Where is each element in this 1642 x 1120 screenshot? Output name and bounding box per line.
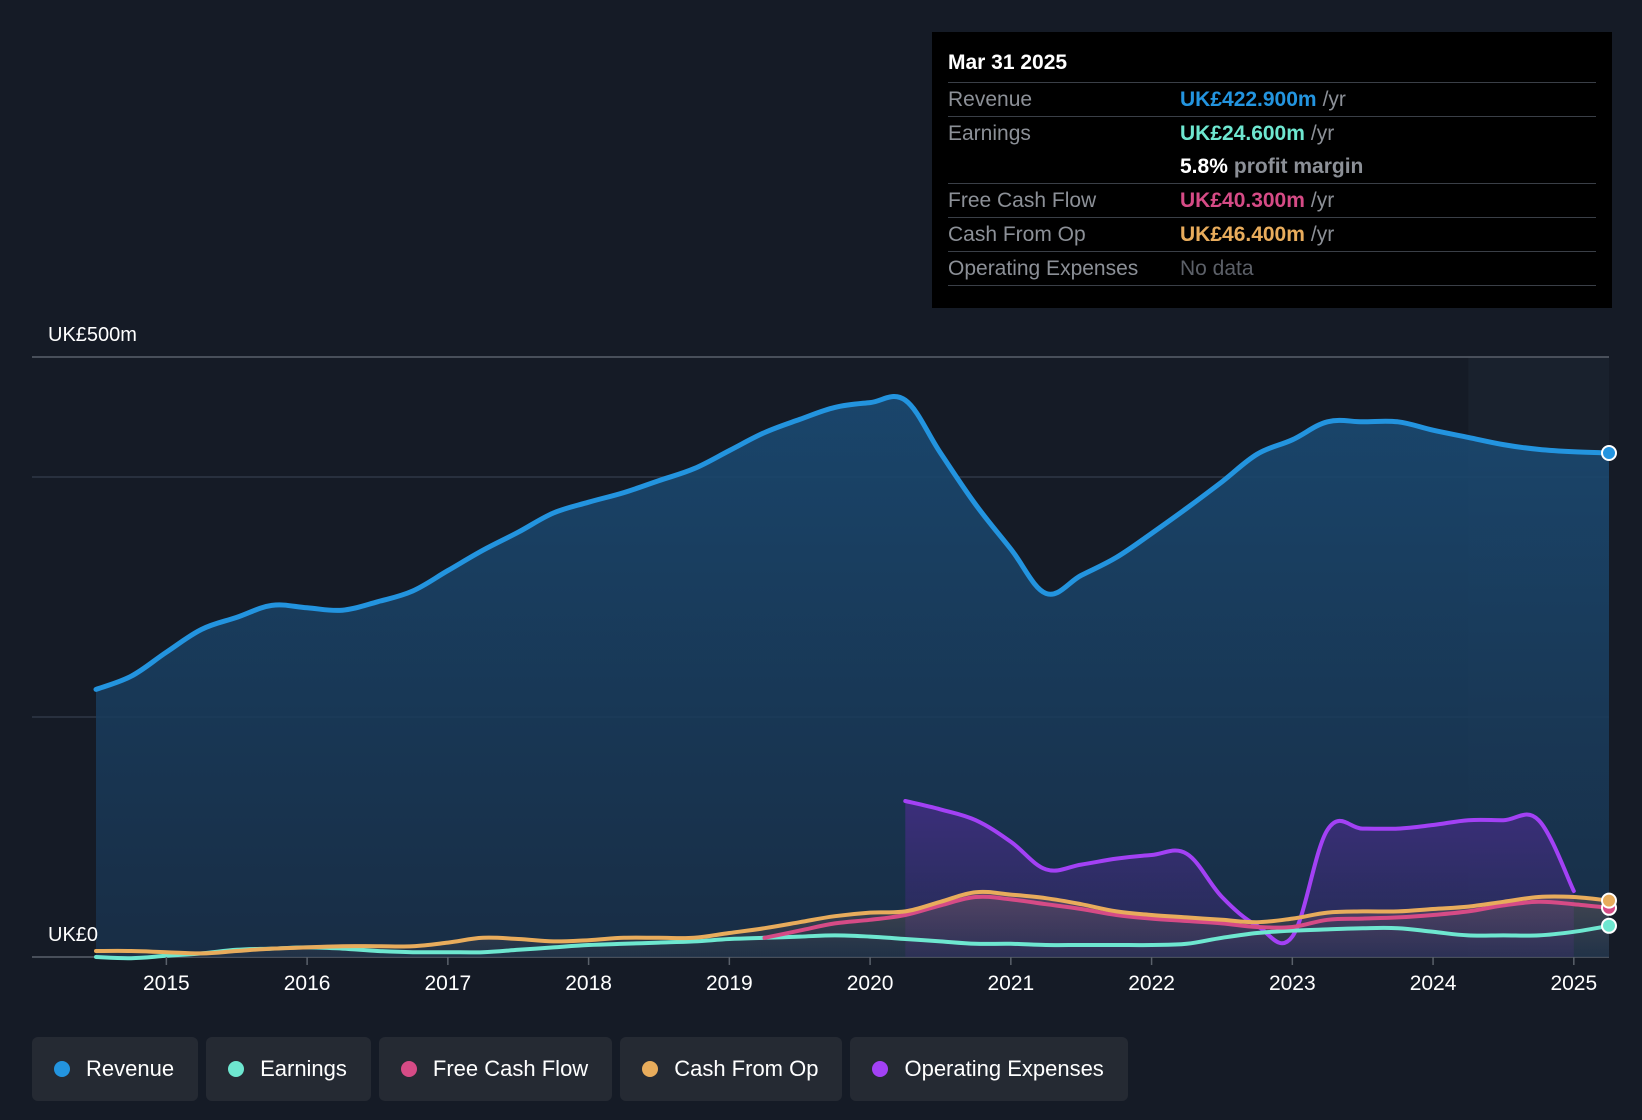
cfo-line (94, 889, 1611, 956)
y-axis-top-label: UK£500m (48, 324, 137, 346)
tooltip-margin-text: profit margin (1233, 155, 1364, 178)
tooltip-revenue-value: UK£422.900m (1180, 88, 1317, 111)
tooltip: Mar 31 2025 Revenue UK£422.900m /yr Earn… (932, 32, 1612, 308)
tooltip-cfo-value: UK£46.400m (1180, 223, 1305, 246)
revenue-area (96, 396, 1609, 958)
tooltip-fcf-label: Free Cash Flow (948, 189, 1097, 212)
y-axis-bottom-label: UK£0 (48, 924, 98, 946)
tooltip-earnings-label: Earnings (948, 122, 1031, 145)
x-tick-label-2018: 2018 (565, 972, 612, 995)
legend: Revenue Earnings Free Cash Flow Cash Fro… (32, 1037, 1128, 1101)
tooltip-row-earnings: Earnings UK£24.600m /yr (948, 116, 1596, 150)
cfo-area (96, 891, 1609, 957)
x-tick-label-2016: 2016 (284, 972, 331, 995)
earnings-end-marker (1601, 917, 1617, 934)
revenue-end-marker (1601, 445, 1617, 461)
tooltip-fcf-value: UK£40.300m (1180, 189, 1305, 212)
tooltip-margin-spacer (948, 150, 1180, 183)
x-tick-label-2015: 2015 (143, 972, 190, 995)
legend-item-opex[interactable]: Operating Expenses (850, 1037, 1128, 1101)
revenue-line (93, 394, 1612, 692)
tooltip-cfo-label: Cash From Op (948, 223, 1086, 246)
tooltip-row-fcf: Free Cash Flow UK£40.300m /yr (948, 183, 1596, 217)
x-tick-label-2017: 2017 (425, 972, 472, 995)
tooltip-cfo-unit: /yr (1310, 223, 1335, 246)
cfo-end-marker (1601, 892, 1617, 909)
tooltip-row-revenue: Revenue UK£422.900m /yr (948, 82, 1596, 116)
tooltip-margin-value: 5.8% (1180, 155, 1228, 178)
legend-item-revenue[interactable]: Revenue (32, 1037, 199, 1101)
legend-label-cfo: Cash From Op (674, 1056, 819, 1081)
x-tick-label-2019: 2019 (706, 972, 753, 995)
legend-label-earnings: Earnings (260, 1056, 347, 1081)
legend-item-fcf[interactable]: Free Cash Flow (378, 1037, 613, 1101)
legend-label-opex: Operating Expenses (904, 1056, 1104, 1081)
tooltip-fcf-unit: /yr (1310, 189, 1335, 212)
fcf-line (762, 894, 1611, 940)
tooltip-date: Mar 31 2025 (948, 51, 1068, 74)
tooltip-opex-value: No data (1180, 257, 1254, 280)
tooltip-row-opex: Operating Expenses No data (948, 251, 1596, 286)
legend-label-fcf: Free Cash Flow (432, 1056, 589, 1081)
legend-dot-fcf (400, 1061, 417, 1077)
legend-dot-earnings (228, 1061, 245, 1077)
tooltip-earnings-unit: /yr (1310, 122, 1335, 145)
x-tick-label-2021: 2021 (987, 972, 1034, 995)
legend-label-revenue: Revenue (86, 1056, 175, 1081)
x-tick-label-2023: 2023 (1269, 972, 1316, 995)
x-tick-label-2024: 2024 (1410, 972, 1457, 995)
tooltip-revenue-label: Revenue (948, 88, 1033, 111)
legend-item-earnings[interactable]: Earnings (206, 1037, 371, 1101)
x-tick-label-2022: 2022 (1128, 972, 1175, 995)
tooltip-earnings-value: UK£24.600m (1180, 122, 1305, 145)
x-tick-label-2020: 2020 (847, 972, 894, 995)
legend-dot-revenue (54, 1061, 70, 1077)
earnings-line (94, 923, 1611, 961)
tooltip-row-cfo: Cash From Op UK£46.400m /yr (948, 217, 1596, 251)
x-tick-label-2025: 2025 (1550, 972, 1597, 995)
tooltip-opex-label: Operating Expenses (948, 257, 1139, 280)
legend-item-cfo[interactable]: Cash From Op (620, 1037, 843, 1101)
legend-dot-cfo (642, 1061, 659, 1077)
legend-dot-opex (872, 1061, 889, 1077)
tooltip-row-margin: 5.8% profit margin (948, 150, 1596, 183)
tooltip-revenue-unit: /yr (1322, 88, 1346, 111)
